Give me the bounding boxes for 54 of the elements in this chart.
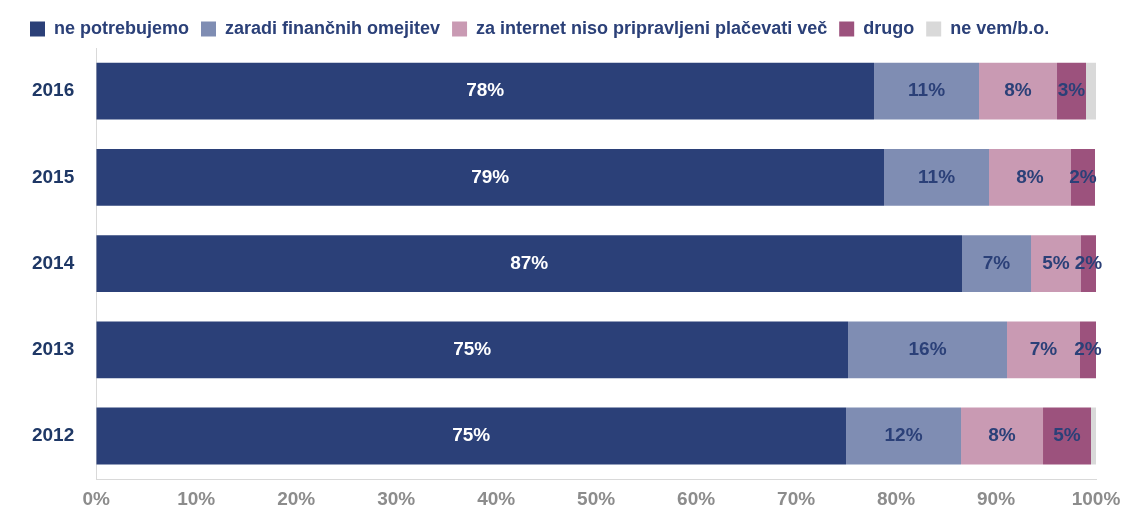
- data-label: 8%: [1004, 79, 1032, 101]
- bar: [874, 62, 980, 120]
- y-tick-label: 2014: [31, 251, 75, 273]
- legend-label: zaradi finančnih omejitev: [225, 17, 441, 38]
- bar: [1091, 407, 1096, 465]
- y-tick-label: 2012: [31, 424, 75, 446]
- bar: [962, 235, 1032, 293]
- bar: [1043, 407, 1091, 465]
- x-tick-label: 100%: [1071, 487, 1121, 509]
- x-tick-label: 90%: [977, 487, 1016, 509]
- bar: [96, 321, 849, 379]
- x-tick-label: 20%: [277, 487, 316, 509]
- data-label: 5%: [1053, 424, 1081, 446]
- bar: [884, 148, 990, 206]
- bar: [96, 148, 885, 206]
- x-tick-label: 30%: [377, 487, 416, 509]
- data-label: 7%: [982, 251, 1011, 273]
- y-tick-label: 2015: [31, 165, 75, 187]
- bar: [1086, 62, 1096, 120]
- data-label: 8%: [988, 424, 1016, 446]
- x-tick-label: 0%: [82, 487, 111, 509]
- data-label: 79%: [471, 165, 510, 187]
- bar: [989, 148, 1072, 206]
- x-tick-label: 40%: [477, 487, 516, 509]
- data-label: 11%: [918, 165, 956, 187]
- data-label: 75%: [453, 338, 492, 360]
- bar: [961, 407, 1044, 465]
- x-tick-label: 10%: [177, 487, 216, 509]
- data-label: 78%: [466, 79, 505, 101]
- data-label: 12%: [884, 424, 923, 446]
- bar: [96, 235, 963, 293]
- bar: [96, 407, 847, 465]
- data-label: 5%: [1042, 251, 1070, 273]
- data-label: 3%: [1057, 79, 1086, 101]
- y-tick-label: 2013: [31, 338, 75, 360]
- x-tick-label: 70%: [777, 487, 816, 509]
- data-label: 8%: [1016, 165, 1044, 187]
- data-label: 16%: [908, 338, 947, 360]
- bar: [96, 62, 875, 120]
- legend-label: ne vem/b.o.: [950, 17, 1050, 38]
- x-tick-label: 80%: [877, 487, 916, 509]
- data-label: 11%: [908, 79, 946, 101]
- x-tick-label: 50%: [577, 487, 616, 509]
- data-label: 7%: [1029, 338, 1058, 360]
- bar: [846, 407, 962, 465]
- data-label: 75%: [452, 424, 491, 446]
- data-label: 87%: [510, 251, 549, 273]
- bar: [848, 321, 1008, 379]
- legend-label: drugo: [863, 17, 915, 38]
- legend-label: ne potrebujemo: [54, 17, 190, 38]
- legend-label: za internet niso pripravljeni plačevati več: [476, 17, 828, 38]
- bar: [979, 62, 1058, 120]
- y-tick-label: 2016: [31, 79, 75, 101]
- x-tick-label: 60%: [677, 487, 716, 509]
